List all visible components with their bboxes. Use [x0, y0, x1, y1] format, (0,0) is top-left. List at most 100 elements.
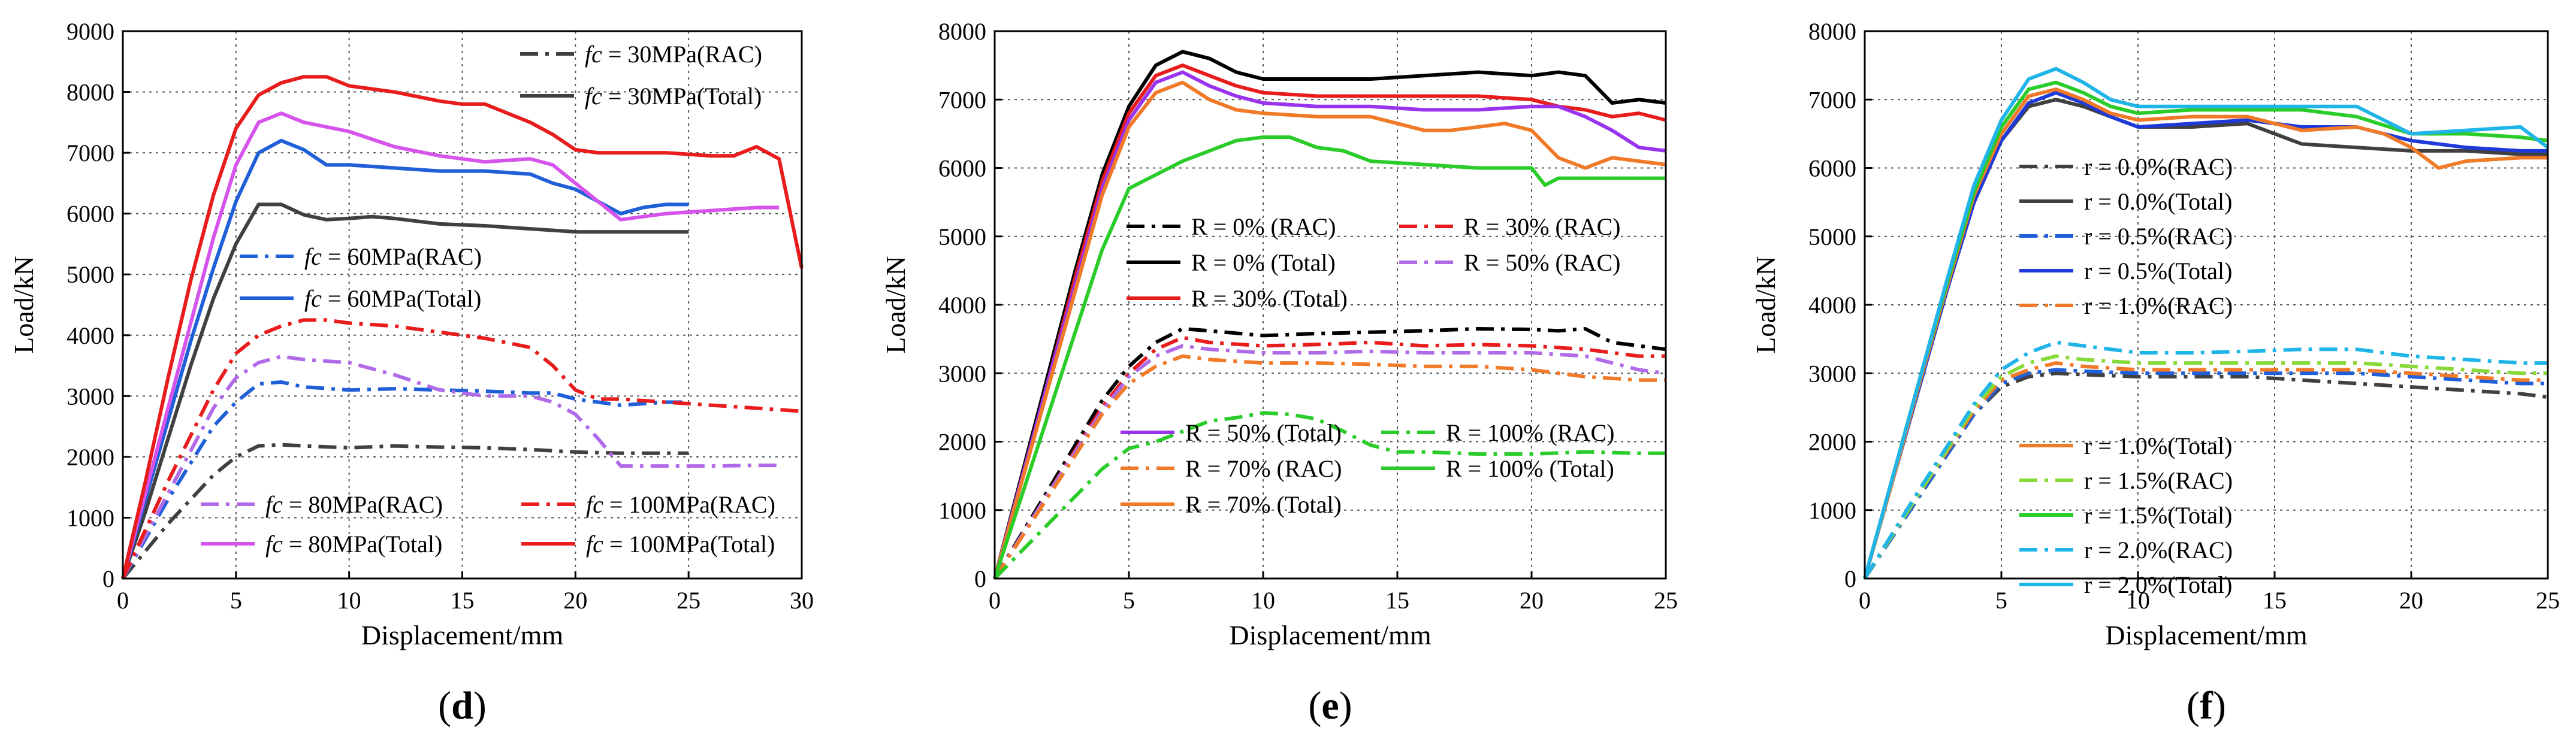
y-axis-label: Load/kN: [1750, 256, 1781, 354]
legend-label: r = 0.5%(RAC): [2084, 223, 2233, 250]
grid: [1865, 31, 2548, 579]
y-tick-label: 3000: [938, 360, 986, 387]
series-line-f-9: [1863, 66, 2549, 579]
legend-label-part: R = 100% (Total): [1446, 455, 1614, 482]
x-tick-label: 10: [1251, 587, 1275, 614]
chart-panel-f: 0 5 10 15 20 25 0 1000 2000 3000 4000 5000 6000 7000 8…: [1750, 18, 2560, 728]
legend-label: R = 0% (Total): [1191, 249, 1336, 276]
x-tick-label: 25: [677, 587, 700, 614]
legend-label: R = 30% (RAC): [1464, 213, 1620, 240]
legend-label-part: R = 50% (Total): [1185, 419, 1342, 446]
series-line-e-1: [993, 50, 1666, 579]
legend-label-part: = 30MPa(Total): [602, 83, 762, 110]
legend-label-part: = 80MPa(Total): [283, 531, 442, 558]
x-tick-label: 15: [2263, 587, 2287, 614]
x-tick-label: 0: [117, 587, 129, 614]
legend-label-part: = 60MPa(Total): [322, 285, 481, 312]
legend-label-part: r = 1.0%(Total): [2084, 432, 2232, 459]
y-tick-label: 4000: [67, 322, 114, 349]
x-axis-label: Displacement/mm: [361, 620, 563, 650]
legend: fc = 30MPa(RAC)fc = 30MPa(Total)fc = 60M…: [201, 41, 775, 558]
x-axis-label: Displacement/mm: [2105, 620, 2307, 650]
series-line-e-7: [993, 80, 1666, 579]
legend-label: r = 0.0%(RAC): [2084, 153, 2233, 180]
panel-label-part: (: [2187, 684, 2200, 728]
y-tick-label: 3000: [1808, 360, 1856, 387]
y-axis-label: Load/kN: [880, 256, 911, 354]
panel-label-part: e: [1321, 684, 1339, 728]
legend-label-part: r = 1.5%(RAC): [2084, 467, 2233, 494]
legend-label: fc = 80MPa(RAC): [265, 491, 443, 518]
legend-label-part: = 60MPa(RAC): [322, 243, 482, 270]
legend-label-part: r = 0.5%(Total): [2084, 258, 2232, 284]
legend-label: fc = 100MPa(Total): [586, 531, 775, 558]
series-line-d-1: [121, 202, 689, 579]
legend-label-part: fc: [585, 41, 602, 68]
y-tick-label: 6000: [1808, 155, 1856, 182]
legend-label-part: = 80MPa(RAC): [283, 491, 443, 518]
legend-label: R = 50% (RAC): [1464, 249, 1620, 276]
legend-label-part: R = 30% (RAC): [1464, 213, 1620, 240]
grid: [995, 31, 1666, 579]
legend-label-part: fc: [304, 243, 322, 270]
x-tick-label: 20: [2399, 587, 2423, 614]
legend-label: r = 2.0%(RAC): [2084, 537, 2233, 564]
legend-label-part: R = 0% (RAC): [1191, 213, 1336, 240]
series-line-d-2: [121, 380, 689, 580]
legend-label-part: = 100MPa(RAC): [603, 491, 775, 518]
legend-label: R = 0% (RAC): [1191, 213, 1336, 240]
panel-label-part: (: [438, 684, 451, 728]
y-tick-label: 1000: [67, 504, 114, 531]
x-tick-label: 30: [790, 587, 814, 614]
series-line-d-5: [121, 111, 780, 579]
legend-label-part: r = 2.0%(Total): [2084, 571, 2232, 598]
series-line-e-4: [993, 344, 1666, 580]
panel-label: (f): [2187, 684, 2226, 728]
y-tick-label: 6000: [938, 155, 986, 182]
y-axis-label: Load/kN: [8, 256, 39, 354]
y-tick-label: 7000: [938, 86, 986, 113]
x-tick-label: 25: [2536, 587, 2560, 614]
series-line-e-5: [993, 70, 1666, 579]
series-line-f-2: [1863, 368, 2548, 580]
series-line-e-2: [993, 335, 1666, 580]
chart-panel-d: 0 5 10 15 20 25 30 0 1000 2000 3000 4000 5000 6000 700…: [8, 18, 814, 728]
legend-label: R = 50% (Total): [1185, 419, 1342, 446]
legend-label: fc = 30MPa(Total): [585, 83, 762, 110]
x-tick-label: 10: [2126, 587, 2150, 614]
series-line-e-6: [993, 354, 1666, 580]
legend-label: r = 1.0%(RAC): [2084, 292, 2233, 319]
series-line-e-3: [993, 63, 1666, 579]
y-tick-label: 2000: [1808, 429, 1856, 456]
x-tick-label: 5: [1123, 587, 1135, 614]
panel-label-part: f: [2200, 684, 2213, 728]
legend-label-part: fc: [265, 531, 283, 558]
legend-label: r = 1.0%(Total): [2084, 432, 2232, 459]
x-axis-label: Displacement/mm: [1229, 620, 1431, 650]
legend-label: fc = 30MPa(RAC): [585, 41, 762, 68]
panel-label-part: d: [451, 684, 473, 728]
x-tick-label: 10: [337, 587, 361, 614]
series-line-e-8: [993, 411, 1666, 580]
series-line-d-6: [121, 318, 802, 580]
legend-label-part: r = 1.5%(Total): [2084, 502, 2232, 529]
x-tick-label: 20: [1520, 587, 1544, 614]
legend-label: fc = 60MPa(RAC): [304, 243, 482, 270]
legend-label: r = 1.5%(Total): [2084, 502, 2232, 529]
legend-label: R = 70% (Total): [1185, 491, 1342, 518]
series-line-e-9: [993, 135, 1666, 579]
legend-label: R = 100% (Total): [1446, 455, 1614, 482]
series-line-f-8: [1863, 340, 2548, 580]
legend-label: R = 30% (Total): [1191, 285, 1348, 312]
y-tick-label: 0: [102, 565, 114, 592]
series-line-f-6: [1863, 354, 2548, 580]
y-tick-label: 5000: [938, 223, 986, 250]
panel-label-part: ): [1339, 684, 1352, 728]
y-tick-label: 3000: [67, 383, 114, 410]
legend-label: r = 0.5%(Total): [2084, 258, 2232, 284]
legend-label-part: r = 1.0%(RAC): [2084, 292, 2233, 319]
legend-label: R = 70% (RAC): [1185, 455, 1342, 482]
y-tick-label: 9000: [67, 18, 114, 45]
series-line-d-3: [121, 138, 689, 579]
panel-label-part: ): [2213, 684, 2226, 728]
